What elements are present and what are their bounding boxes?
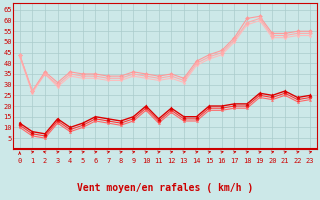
X-axis label: Vent moyen/en rafales ( km/h ): Vent moyen/en rafales ( km/h ) — [77, 183, 253, 193]
